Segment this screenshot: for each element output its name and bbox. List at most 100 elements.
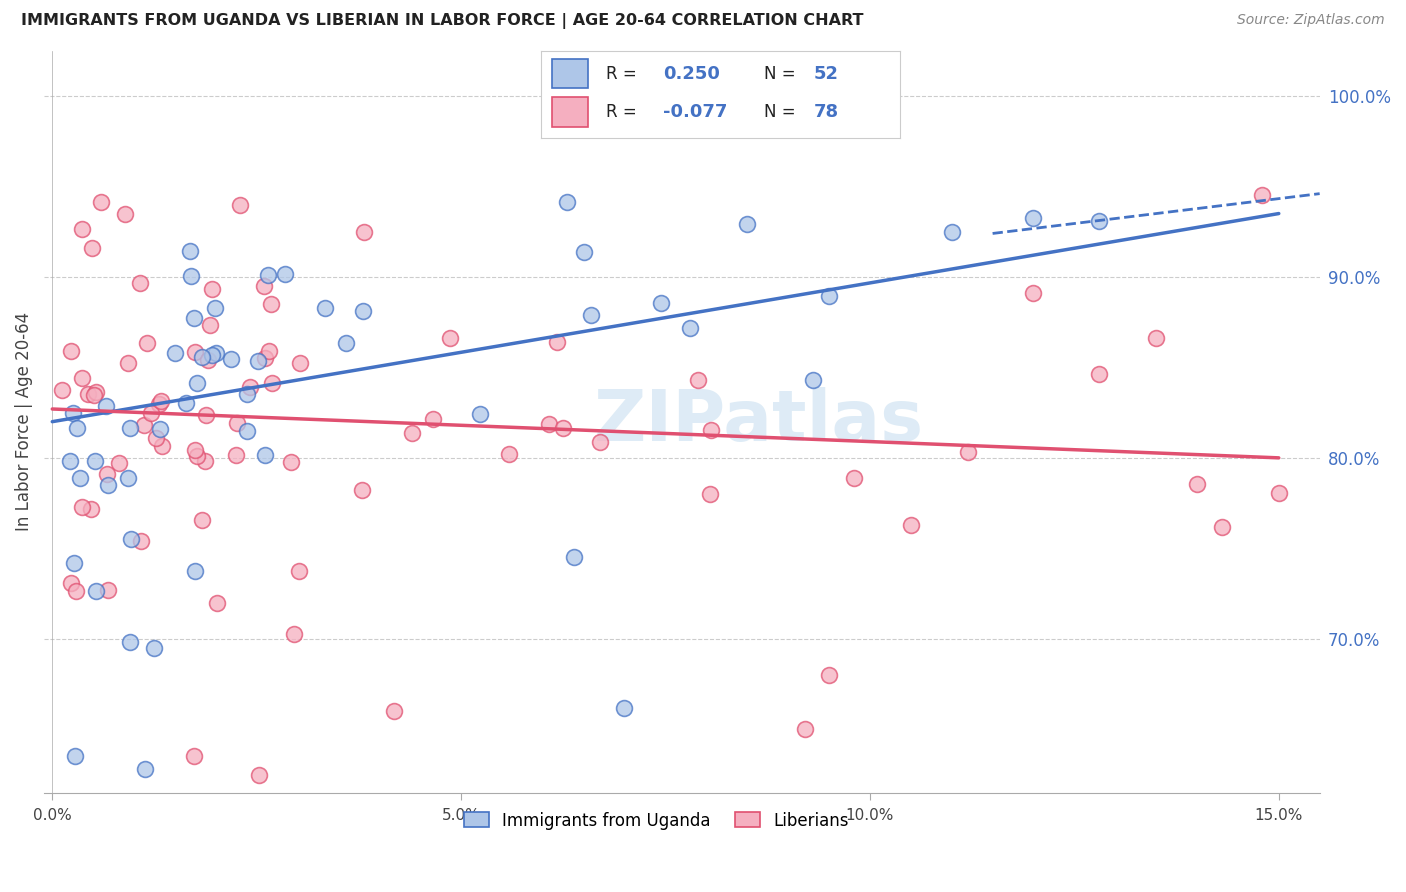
- Point: [439, 331, 461, 345]
- Point: [114, 206, 136, 220]
- Point: [94, 399, 117, 413]
- Point: [900, 518, 922, 533]
- Point: [179, 244, 201, 258]
- Point: [70, 222, 93, 236]
- Point: [65, 421, 87, 435]
- Point: [184, 564, 207, 578]
- Point: [205, 596, 228, 610]
- Point: [1022, 285, 1045, 300]
- Point: [165, 346, 187, 360]
- Point: [174, 396, 197, 410]
- Point: [117, 471, 139, 485]
- Point: [83, 454, 105, 468]
- Legend: Immigrants from Uganda, Liberians: Immigrants from Uganda, Liberians: [457, 805, 856, 837]
- Point: [205, 346, 228, 360]
- Point: [128, 276, 150, 290]
- Point: [63, 749, 86, 764]
- Point: [612, 700, 634, 714]
- Point: [191, 351, 214, 365]
- Point: [314, 301, 336, 315]
- Point: [555, 195, 578, 210]
- Point: [1088, 367, 1111, 381]
- Point: [225, 448, 247, 462]
- Point: [51, 384, 73, 398]
- Point: [132, 418, 155, 433]
- Point: [97, 478, 120, 492]
- Point: [262, 376, 284, 391]
- Text: R =: R =: [606, 64, 643, 83]
- Point: [273, 267, 295, 281]
- Point: [65, 583, 87, 598]
- Point: [546, 335, 568, 350]
- Point: [150, 393, 173, 408]
- Point: [60, 576, 83, 591]
- Point: [229, 197, 252, 211]
- Point: [283, 627, 305, 641]
- Point: [90, 195, 112, 210]
- Point: [200, 318, 222, 332]
- Point: [1268, 485, 1291, 500]
- Point: [818, 289, 841, 303]
- Point: [59, 343, 82, 358]
- Text: IMMIGRANTS FROM UGANDA VS LIBERIAN IN LABOR FORCE | AGE 20-64 CORRELATION CHART: IMMIGRANTS FROM UGANDA VS LIBERIAN IN LA…: [21, 13, 863, 29]
- Point: [422, 412, 444, 426]
- Point: [70, 500, 93, 515]
- Point: [62, 556, 84, 570]
- Point: [184, 442, 207, 457]
- Point: [134, 762, 156, 776]
- Point: [77, 386, 100, 401]
- FancyBboxPatch shape: [553, 59, 588, 88]
- Point: [136, 335, 159, 350]
- Point: [257, 268, 280, 282]
- Point: [80, 502, 103, 516]
- Point: [80, 241, 103, 255]
- Point: [818, 668, 841, 682]
- Point: [152, 439, 174, 453]
- Point: [679, 320, 702, 334]
- Point: [84, 384, 107, 399]
- Point: [204, 301, 226, 315]
- Point: [219, 351, 242, 366]
- Point: [288, 356, 311, 370]
- Point: [551, 421, 574, 435]
- Point: [201, 348, 224, 362]
- Point: [191, 513, 214, 527]
- Point: [699, 487, 721, 501]
- Point: [143, 640, 166, 655]
- Point: [70, 371, 93, 385]
- Point: [183, 310, 205, 325]
- Point: [1022, 211, 1045, 226]
- Point: [254, 351, 277, 365]
- Point: [401, 426, 423, 441]
- Point: [562, 549, 585, 564]
- Point: [145, 431, 167, 445]
- Point: [247, 767, 270, 781]
- Text: R =: R =: [606, 103, 643, 121]
- Point: [236, 424, 259, 438]
- Point: [498, 447, 520, 461]
- Text: 78: 78: [814, 103, 839, 121]
- Point: [117, 356, 139, 370]
- Text: N =: N =: [763, 64, 800, 83]
- Point: [650, 296, 672, 310]
- Point: [186, 449, 208, 463]
- Point: [699, 423, 721, 437]
- Point: [195, 408, 218, 422]
- Point: [186, 376, 208, 390]
- Point: [183, 749, 205, 764]
- Point: [120, 532, 142, 546]
- Point: [1185, 477, 1208, 491]
- Point: [581, 308, 603, 322]
- Point: [62, 405, 84, 419]
- Point: [352, 483, 374, 498]
- Point: [287, 564, 309, 578]
- Point: [246, 354, 269, 368]
- Point: [538, 417, 561, 431]
- Point: [259, 296, 281, 310]
- Point: [253, 278, 276, 293]
- Point: [353, 225, 375, 239]
- Point: [352, 304, 374, 318]
- Point: [572, 245, 595, 260]
- Point: [737, 217, 759, 231]
- Point: [842, 471, 865, 485]
